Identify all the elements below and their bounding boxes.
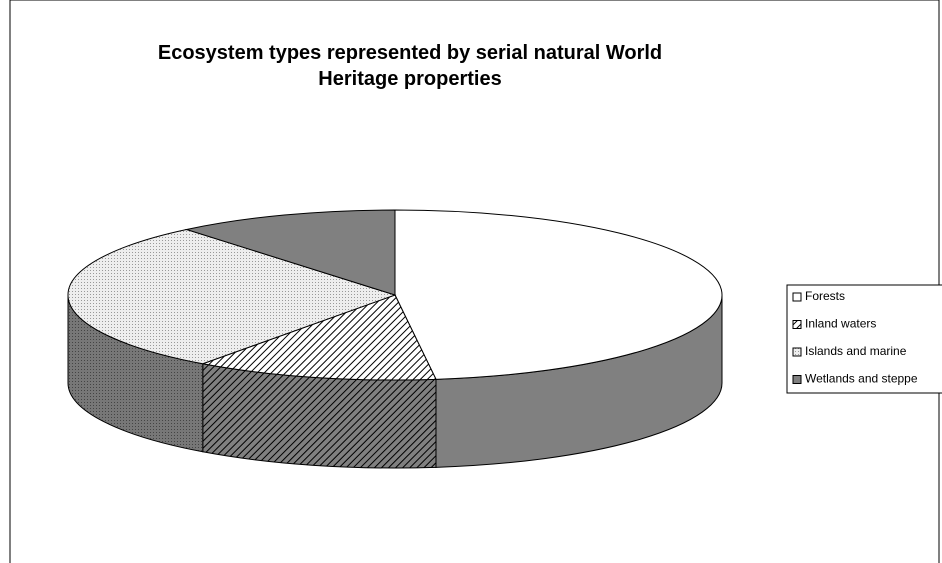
chart-title: Ecosystem types represented by serial na…	[157, 42, 663, 90]
legend-box	[786, 284, 942, 394]
legend-swatch	[792, 320, 802, 329]
pie	[67, 209, 723, 469]
legend-swatch	[792, 292, 802, 302]
legend: Forests Inland waters Islands and marine We…	[792, 289, 918, 386]
legend-label: Islands and marine	[805, 344, 907, 358]
slice	[67, 228, 397, 365]
legend-label: Forests	[805, 289, 845, 303]
legend-label: Wetlands and steppe	[805, 372, 918, 386]
slice	[184, 209, 396, 296]
legend-label: Inland waters	[805, 317, 876, 331]
legend-swatch	[792, 347, 802, 357]
slice	[394, 209, 723, 380]
slice	[200, 294, 437, 381]
legend-swatch	[792, 375, 802, 384]
